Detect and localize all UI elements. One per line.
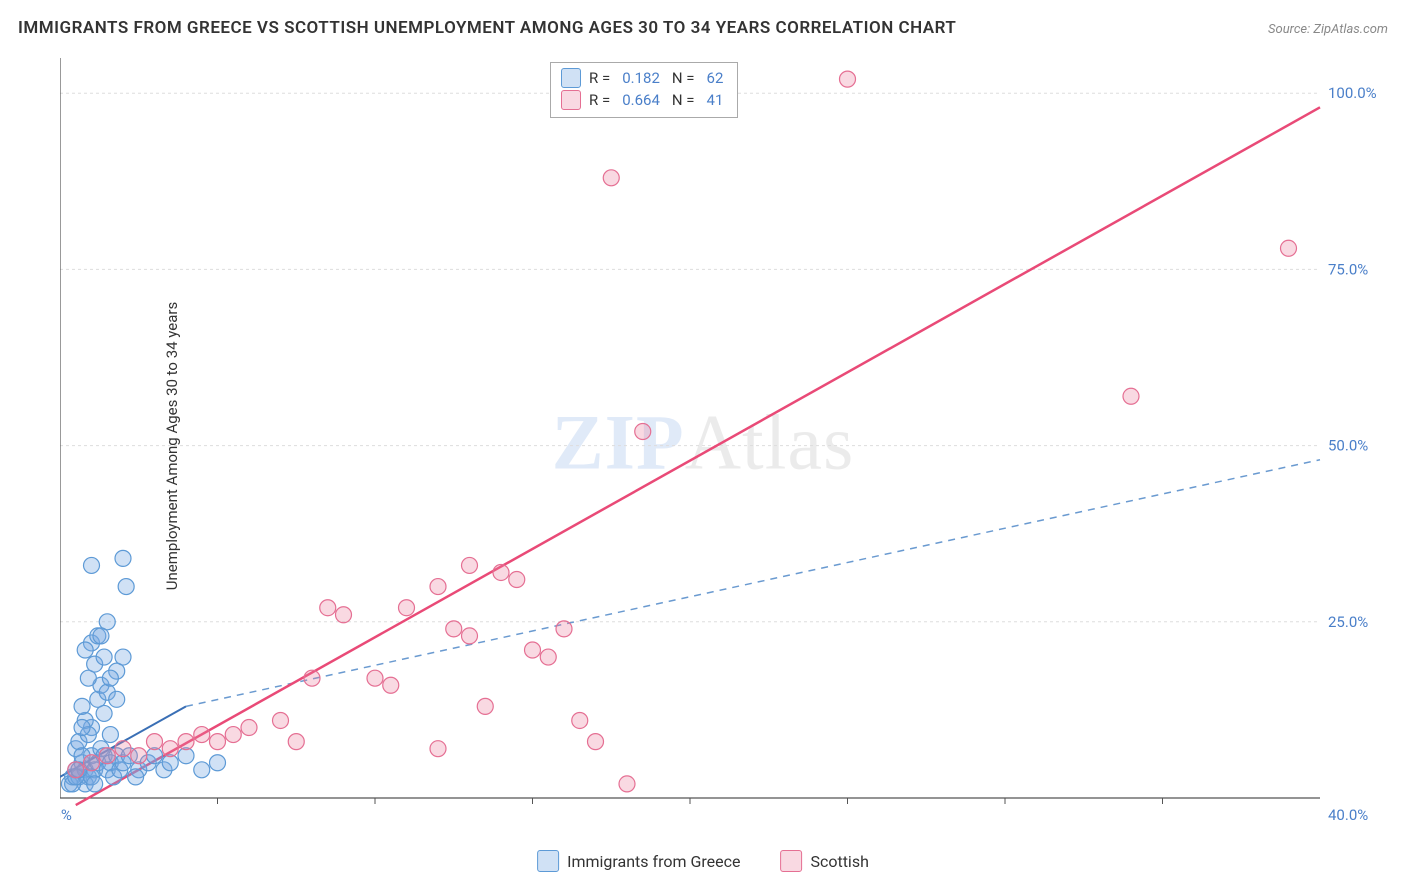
r-label: R = [589, 91, 610, 109]
scatter-plot: 25.0% 50.0% 75.0% 100.0% 0.0% 40.0% [60, 58, 1380, 828]
legend-series: Immigrants from Greece Scottish [537, 850, 869, 872]
svg-text:40.0%: 40.0% [1328, 806, 1368, 824]
n-value: 41 [703, 91, 728, 109]
legend-label: Scottish [810, 852, 868, 871]
legend-swatch [561, 90, 581, 110]
legend-stats: R = 0.182 N = 62 R = 0.664 N = 41 [550, 62, 738, 118]
svg-text:75.0%: 75.0% [1328, 260, 1368, 278]
svg-text:25.0%: 25.0% [1328, 613, 1368, 631]
r-value: 0.182 [618, 69, 664, 87]
svg-text:50.0%: 50.0% [1328, 437, 1368, 455]
n-value: 62 [703, 69, 728, 87]
legend-item: Immigrants from Greece [537, 850, 740, 872]
legend-swatch [561, 68, 581, 88]
chart-title: IMMIGRANTS FROM GREECE VS SCOTTISH UNEMP… [18, 18, 956, 38]
svg-text:100.0%: 100.0% [1328, 84, 1377, 102]
legend-swatch [537, 850, 559, 872]
source-attribution: Source: ZipAtlas.com [1268, 22, 1388, 37]
svg-text:0.0%: 0.0% [60, 806, 72, 824]
legend-label: Immigrants from Greece [567, 852, 740, 871]
n-label: N = [672, 69, 695, 87]
chart-svg: 25.0% 50.0% 75.0% 100.0% 0.0% 40.0% [60, 58, 1380, 828]
legend-stat-row: R = 0.182 N = 62 [561, 67, 727, 89]
r-value: 0.664 [618, 91, 664, 109]
legend-stat-row: R = 0.664 N = 41 [561, 89, 727, 111]
n-label: N = [672, 91, 695, 109]
legend-swatch [780, 850, 802, 872]
legend-item: Scottish [780, 850, 868, 872]
r-label: R = [589, 69, 610, 87]
